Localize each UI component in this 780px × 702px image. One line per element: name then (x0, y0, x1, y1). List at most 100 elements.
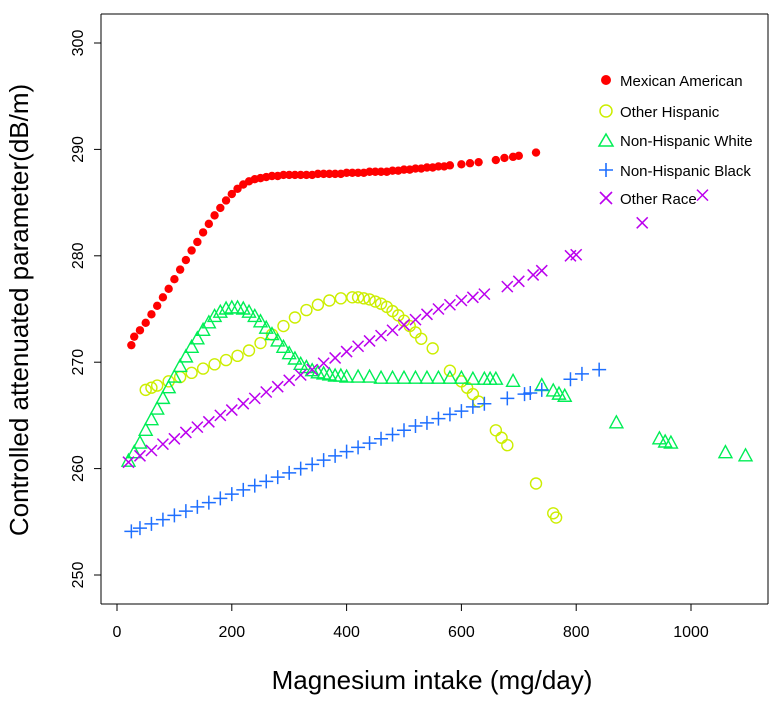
point-other-hispanic (415, 332, 428, 345)
point-non-hispanic-white (453, 369, 470, 384)
point-non-hispanic-white (505, 372, 521, 388)
y-ticks: 250 260 270 280 290 300 (70, 30, 101, 588)
point-other-race (363, 334, 376, 347)
point-non-hispanic-white (287, 350, 303, 365)
point-non-hispanic-black (385, 427, 400, 442)
point-non-hispanic-white (384, 369, 401, 384)
point-non-hispanic-black (431, 411, 446, 426)
point-non-hispanic-white (361, 368, 378, 383)
point-non-hispanic-black (374, 431, 389, 446)
x-tick-label-200: 200 (218, 624, 245, 641)
point-mexican-american (319, 169, 328, 179)
point-non-hispanic-white (717, 444, 734, 459)
point-other-race (179, 426, 192, 439)
point-mexican-american (353, 168, 363, 178)
point-other-hispanic (529, 477, 543, 490)
point-mexican-american (164, 284, 173, 293)
point-other-race (420, 308, 433, 321)
point-non-hispanic-black (190, 499, 205, 514)
point-other-race (466, 291, 479, 304)
point-non-hispanic-white (252, 313, 269, 328)
point-non-hispanic-white (183, 338, 200, 354)
point-other-hispanic (443, 364, 457, 377)
point-non-hispanic-black (167, 508, 182, 523)
series-non-hispanic-black (124, 362, 607, 539)
point-other-hispanic (409, 326, 422, 339)
point-non-hispanic-white (264, 326, 280, 341)
legend-label-non-hispanic-black: Non-Hispanic Black (620, 163, 751, 180)
point-non-hispanic-black (155, 512, 170, 527)
point-other-race (214, 409, 227, 422)
point-non-hispanic-white (465, 370, 481, 385)
point-other-race (352, 340, 365, 353)
point-mexican-american (411, 164, 420, 173)
point-non-hispanic-white (160, 379, 177, 394)
point-mexican-american (434, 162, 443, 171)
point-other-hispanic (231, 349, 244, 363)
point-non-hispanic-black (305, 457, 320, 472)
point-mexican-american (170, 275, 179, 284)
point-mexican-american (130, 332, 139, 341)
y-tick-label-290: 290 (70, 136, 87, 163)
point-other-race (122, 456, 135, 469)
legend-item-other-hispanic: Other Hispanic (599, 104, 720, 121)
point-mexican-american (474, 157, 483, 167)
point-other-race (225, 404, 238, 417)
point-non-hispanic-black (293, 461, 308, 476)
series-layer (120, 148, 754, 539)
point-mexican-american (325, 169, 334, 179)
point-mexican-american (221, 196, 231, 205)
point-non-hispanic-black (592, 362, 607, 377)
point-non-hispanic-black (408, 419, 423, 434)
x-tick-label-600: 600 (448, 624, 475, 641)
point-non-hispanic-black (282, 465, 297, 480)
point-other-race (375, 329, 388, 342)
legend: Mexican American Other Hispanic Non-Hisp… (597, 73, 753, 208)
point-mexican-american (267, 171, 277, 181)
point-mexican-american (296, 170, 305, 180)
point-other-hispanic (351, 291, 365, 304)
point-other-race (294, 368, 307, 381)
point-non-hispanic-white (281, 345, 297, 360)
point-mexican-american (500, 153, 509, 163)
point-non-hispanic-black (500, 391, 515, 406)
point-mexican-american (445, 161, 455, 170)
point-non-hispanic-white (120, 452, 137, 467)
point-other-race (156, 438, 169, 451)
point-mexican-american (127, 340, 136, 350)
point-mexican-american (175, 265, 185, 274)
point-other-hispanic (162, 375, 175, 388)
point-other-hispanic (242, 344, 256, 357)
series-other-race (122, 189, 709, 469)
legend-label-non-hispanic-white: Non-Hispanic White (620, 133, 753, 150)
point-other-race (283, 374, 296, 387)
point-mexican-american (158, 293, 168, 302)
point-mexican-american (187, 246, 196, 255)
point-other-hispanic (334, 292, 348, 305)
series-non-hispanic-white (120, 299, 754, 467)
point-non-hispanic-white (212, 303, 228, 318)
point-mexican-american (388, 166, 397, 175)
point-non-hispanic-white (442, 369, 458, 384)
point-non-hispanic-white (557, 387, 573, 402)
point-other-race (237, 397, 250, 410)
point-other-hispanic (139, 383, 152, 397)
point-non-hispanic-white (235, 300, 251, 315)
point-non-hispanic-white (155, 389, 171, 405)
y-axis-title: Controlled attenuated parameter(dB/m) (4, 84, 34, 536)
point-other-hispanic (311, 298, 325, 311)
point-other-hispanic (254, 336, 267, 350)
axes (100, 13, 769, 605)
point-mexican-american (514, 151, 523, 160)
point-mexican-american (135, 326, 145, 335)
point-non-hispanic-black (213, 491, 228, 506)
point-mexican-american (376, 167, 386, 176)
point-non-hispanic-black (328, 448, 343, 463)
point-non-hispanic-white (663, 434, 679, 449)
point-mexican-american (348, 168, 357, 178)
point-other-hispanic (357, 292, 371, 305)
point-non-hispanic-black (259, 474, 274, 489)
point-mexican-american (330, 169, 340, 179)
legend-label-mexican-american: Mexican American (620, 73, 743, 90)
point-other-race (202, 415, 215, 428)
